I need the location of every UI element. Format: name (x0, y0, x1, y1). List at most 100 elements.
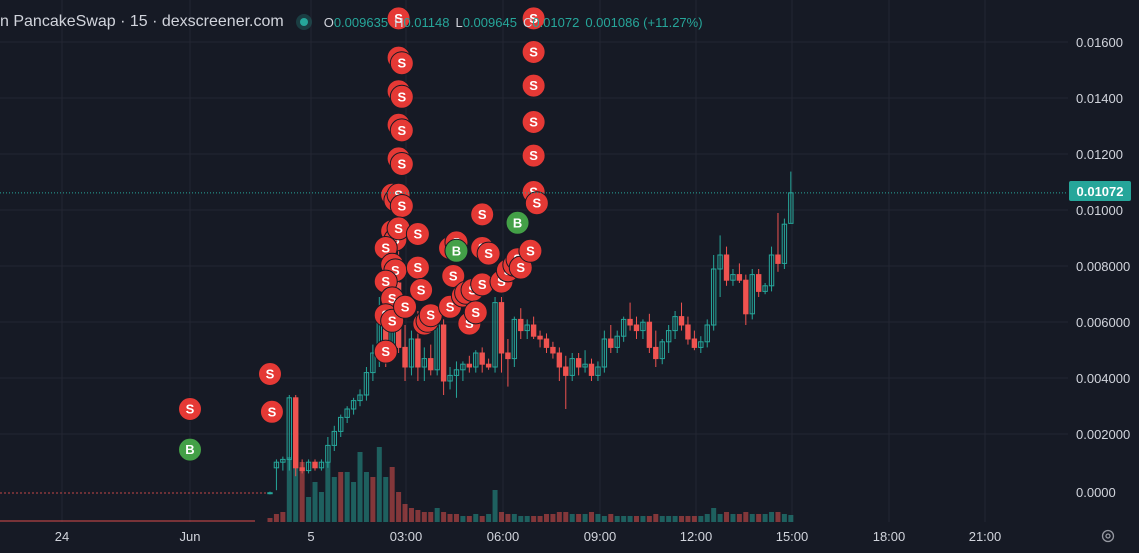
volume-bar (389, 467, 395, 522)
marker-circle (444, 238, 469, 263)
candle-body (653, 346, 659, 360)
candle-body (473, 352, 479, 368)
marker-circle (463, 300, 488, 325)
candle-body (447, 374, 453, 382)
marker-circle (521, 110, 546, 134)
candle-body (691, 338, 698, 348)
candle-body (357, 394, 363, 402)
candle-body (267, 492, 273, 495)
volume-bar (370, 477, 376, 522)
marker-label: S (186, 402, 195, 417)
candle-body (588, 363, 595, 376)
volume-bar (788, 515, 794, 522)
volume-bar (486, 514, 492, 522)
marker-label: S (381, 344, 390, 359)
chart-header: n PancakeSwap · 15 · dexscreener.com O0.… (0, 10, 703, 34)
y-tick-label: 0.0000 (1076, 485, 1116, 500)
marker-circle (389, 84, 414, 109)
volume-bar (646, 516, 652, 522)
candle-body (749, 274, 755, 315)
close-key: C (522, 14, 533, 30)
volume-bar (653, 514, 659, 522)
sell-marker: S (259, 399, 284, 424)
candle-body (505, 352, 511, 360)
volume-bar (563, 512, 569, 522)
marker-label: S (394, 221, 403, 236)
volume-bar (717, 514, 723, 522)
candle-body (710, 268, 717, 326)
volume-bar (428, 512, 434, 522)
marker-label: S (388, 313, 397, 328)
candle-body (543, 338, 550, 348)
volume-bar (762, 514, 768, 522)
volume-bar (396, 492, 402, 522)
marker-circle (505, 210, 530, 235)
marker-label: S (394, 11, 403, 26)
candle-body (768, 254, 775, 287)
volume-bar (441, 512, 447, 522)
volume-bar (531, 516, 537, 522)
candle-body (608, 338, 614, 348)
volume-bar (511, 514, 517, 522)
sell-marker: S (373, 339, 398, 364)
marker-circle (389, 152, 414, 176)
volume-bar (743, 512, 749, 522)
marker-label: S (266, 367, 275, 382)
y-tick-label: 0.01400 (1076, 91, 1123, 106)
volume-bar (640, 516, 646, 522)
candle-body (595, 366, 601, 376)
candle-body (633, 324, 640, 332)
current-price-tag: 0.01072 (1069, 181, 1131, 201)
candle-body (582, 363, 588, 368)
candle-body (640, 321, 646, 332)
candle-body (659, 341, 665, 360)
volume-bar (363, 472, 369, 522)
marker-label: S (397, 157, 406, 172)
volume-bar (344, 472, 350, 522)
candle-body (556, 352, 563, 368)
sell-marker: S (389, 194, 414, 218)
candle-body (408, 338, 415, 368)
marker-circle (389, 118, 414, 143)
marker-circle (521, 143, 546, 168)
volume-bar (736, 514, 742, 522)
volume-bars (0, 432, 794, 522)
marker-label: S (397, 89, 406, 104)
y-tick-label: 0.004000 (1076, 371, 1131, 386)
sell-marker: S (521, 40, 546, 64)
candle-body (762, 285, 768, 292)
candle-body (678, 316, 685, 326)
x-tick-label: 5 (307, 529, 315, 544)
x-tick-label: 24 (54, 529, 70, 544)
candle-body (286, 397, 292, 460)
marker-circle (524, 191, 549, 216)
marker-circle (405, 222, 430, 246)
marker-circle (259, 399, 284, 424)
sell-marker: S (518, 238, 543, 263)
candle-body (305, 461, 312, 472)
marker-circle (476, 241, 501, 266)
buy-marker: B (178, 437, 202, 462)
volume-bar (357, 452, 363, 522)
candle-body (788, 192, 794, 224)
volume-bar (280, 512, 286, 522)
marker-circle (389, 51, 414, 76)
candle-body (672, 316, 678, 332)
candle-body (698, 341, 704, 348)
marker-label: S (426, 308, 435, 323)
candle-body (440, 324, 447, 382)
y-tick-label: 0.006000 (1076, 315, 1131, 330)
marker-label: S (516, 260, 525, 275)
sell-marker: S (178, 397, 202, 421)
volume-bar (634, 516, 640, 522)
marker-label: B (452, 243, 461, 258)
marker-label: S (417, 283, 426, 298)
volume-bar (312, 482, 318, 522)
volume-bar (415, 510, 421, 522)
candle-body (280, 458, 286, 463)
candle-body (479, 352, 485, 365)
sell-marker: S (524, 191, 549, 216)
gear-icon[interactable] (1100, 528, 1116, 544)
candle-body (704, 324, 710, 343)
